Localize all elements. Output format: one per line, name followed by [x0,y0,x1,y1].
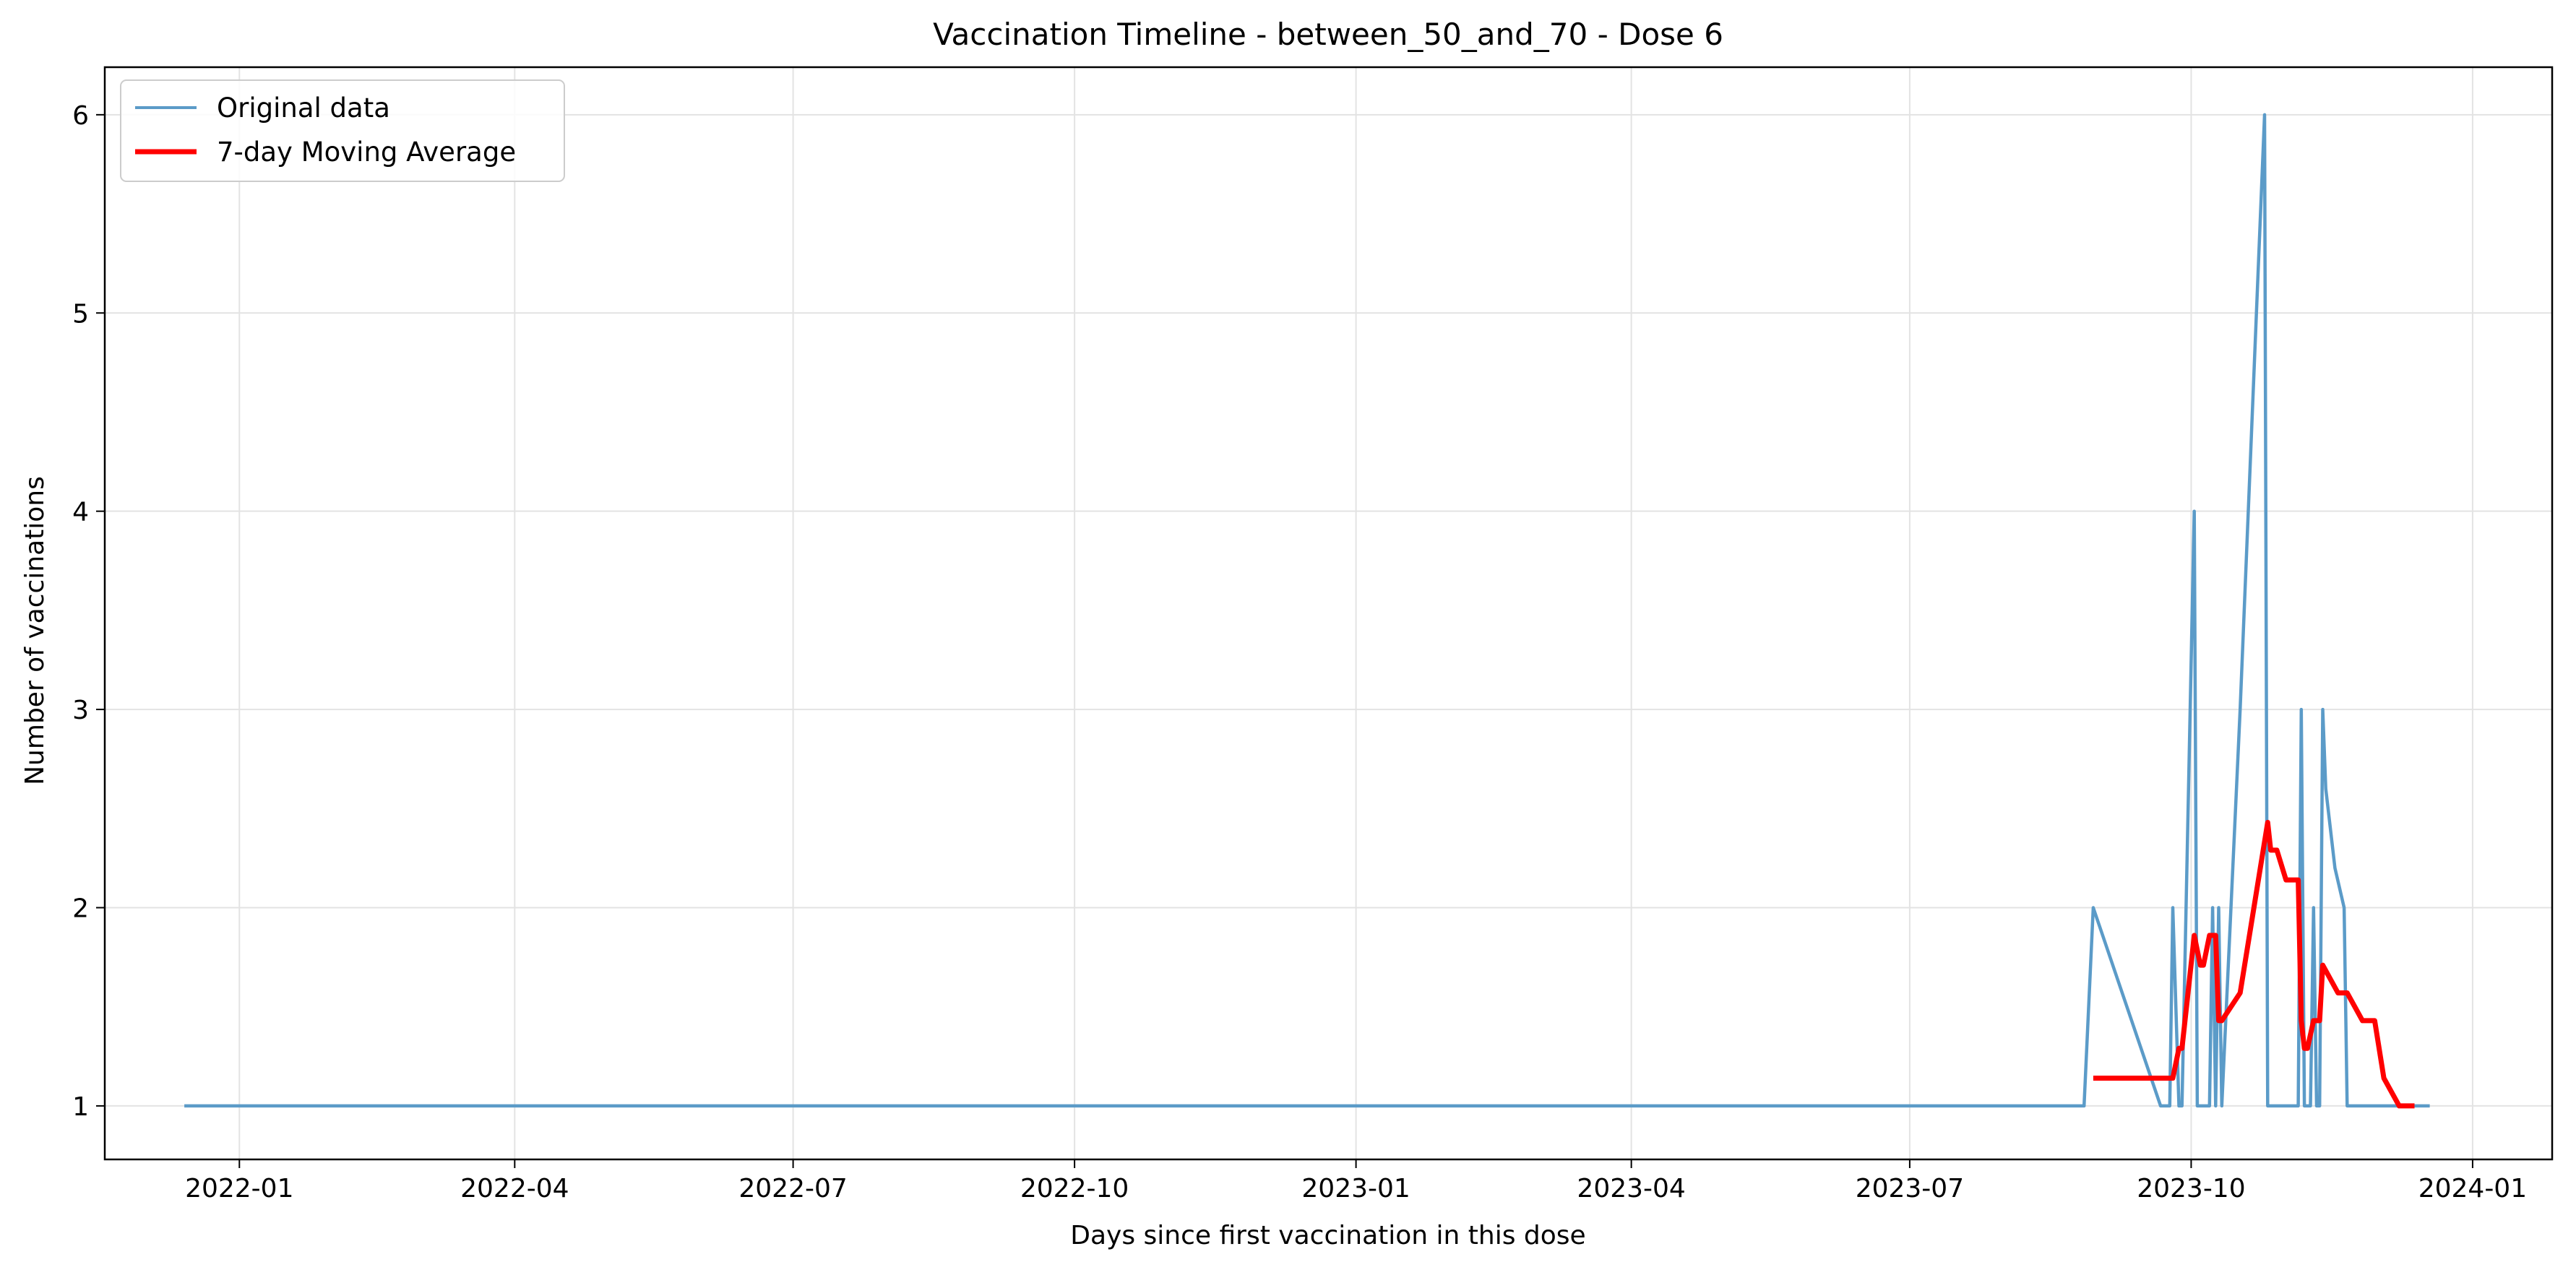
x-tick-label: 2022-07 [738,1174,847,1203]
series-layer [184,113,2430,1109]
y-tick-label: 4 [72,498,89,527]
legend-label-original-data: Original data [217,92,390,124]
grid [105,67,2552,1159]
x-axis-label: Days since first vaccination in this dos… [1070,1221,1585,1250]
x-tick-label: 2023-01 [1301,1174,1410,1203]
y-tick-label: 1 [72,1092,89,1122]
x-tick-label: 2022-04 [460,1174,569,1203]
x-tick-label: 2023-07 [1856,1174,1964,1203]
x-tick-label: 2022-10 [1020,1174,1129,1203]
y-tick-label: 2 [72,894,89,923]
x-tick-label: 2024-01 [2418,1174,2527,1203]
y-tick-label: 5 [72,299,89,329]
legend-label-moving-average: 7-day Moving Average [217,137,516,168]
legend: Original data 7-day Moving Average [120,79,565,182]
x-tick-label: 2023-04 [1577,1174,1685,1203]
chart-title: Vaccination Timeline - between_50_and_70… [933,17,1723,52]
x-tick-label: 2023-10 [2137,1174,2245,1203]
x-tick-label: 2022-01 [185,1174,293,1203]
legend-box [120,79,565,182]
plot-area-frame [103,66,2554,1161]
y-tick-label: 6 [72,101,89,131]
y-axis-label: Number of vaccinations [20,476,50,785]
y-tick-label: 3 [72,696,89,725]
axis-ticks: 2022-01 2022-04 2022-07 2022-10 2023-01 2023-… [72,101,2527,1203]
series-line-moving-average [2093,820,2415,1109]
